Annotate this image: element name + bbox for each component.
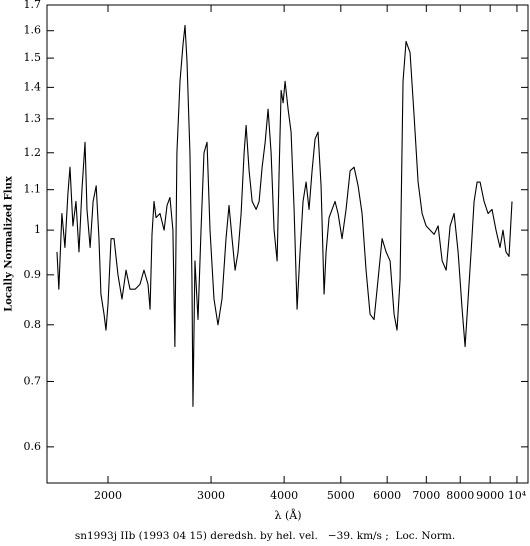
y-tick-label: 1.7 [24, 0, 42, 11]
spectrum-line [56, 24, 513, 407]
plot-frame [46, 4, 529, 484]
caption: sn1993j IIb (1993 04 15) deredsh. by hel… [75, 530, 455, 542]
y-axis-label: Locally Normalized Flux [4, 175, 15, 312]
x-tick-label: 6000 [373, 489, 401, 502]
y-tick-label: 1.5 [24, 51, 42, 64]
y-tick-label: 1 [34, 223, 41, 236]
y-tick-label: 1.1 [24, 183, 42, 196]
y-tick-label: 0.9 [24, 268, 42, 281]
x-axis-label: λ (Å) [275, 508, 302, 522]
y-tick-label: 1.3 [24, 112, 42, 125]
y-tick-label: 1.6 [24, 24, 42, 37]
x-tick-label: 10⁴ [508, 489, 527, 502]
x-tick-label: 3000 [197, 489, 225, 502]
y-tick-label: 1.2 [24, 146, 42, 159]
x-tick-label: 4000 [270, 489, 298, 502]
y-tick-label: 0.7 [24, 374, 42, 387]
x-tick-label: 9000 [476, 489, 504, 502]
x-tick-label: 7000 [412, 489, 440, 502]
x-tick-label: 8000 [446, 489, 474, 502]
y-tick-label: 0.8 [24, 318, 42, 331]
x-tick-label: 5000 [327, 489, 355, 502]
x-tick-label: 2000 [94, 489, 122, 502]
y-tick-label: 1.4 [24, 80, 42, 93]
y-tick-label: 0.6 [24, 440, 42, 453]
